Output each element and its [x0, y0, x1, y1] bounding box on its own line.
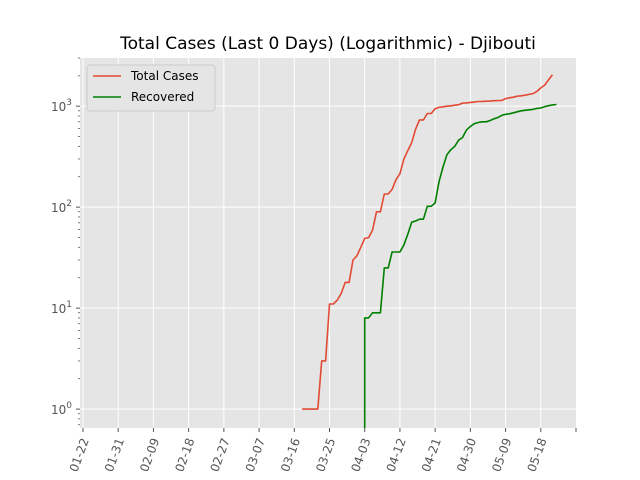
- x-tick-label: 03-25: [313, 436, 338, 474]
- legend-label-total-cases: Total Cases: [130, 69, 198, 83]
- legend: Total Cases Recovered: [86, 64, 216, 112]
- x-tick-label: 02-27: [208, 436, 233, 474]
- legend-label-recovered: Recovered: [131, 90, 194, 104]
- y-tick-label: 101: [51, 300, 72, 316]
- series-line-total-cases: [302, 74, 554, 410]
- series-lines: [302, 74, 557, 428]
- plot-area: [80, 58, 576, 428]
- y-tick-label: 100: [51, 401, 72, 417]
- x-tick-label: 03-16: [278, 436, 303, 474]
- y-tick-label: 102: [51, 199, 72, 215]
- chart-title: Total Cases (Last 0 Days) (Logarithmic) …: [119, 34, 536, 54]
- x-tick-label: 01-22: [67, 436, 92, 474]
- x-tick-label: 05-18: [525, 436, 550, 474]
- series-line-recovered: [363, 103, 557, 428]
- x-tick-label: 02-09: [137, 436, 162, 474]
- x-tick-label: 01-31: [102, 436, 127, 474]
- x-tick-label: 03-07: [243, 436, 268, 474]
- grid: [80, 58, 576, 428]
- x-tick-label: 04-21: [419, 436, 444, 474]
- y-tick-label: 103: [51, 98, 72, 114]
- x-tick-label: 04-30: [454, 436, 479, 474]
- x-tick-label: 02-18: [172, 436, 197, 474]
- x-tick-label: 04-12: [384, 436, 409, 474]
- x-tick-label: 05-09: [489, 436, 514, 474]
- x-tick-label: 04-03: [348, 436, 373, 474]
